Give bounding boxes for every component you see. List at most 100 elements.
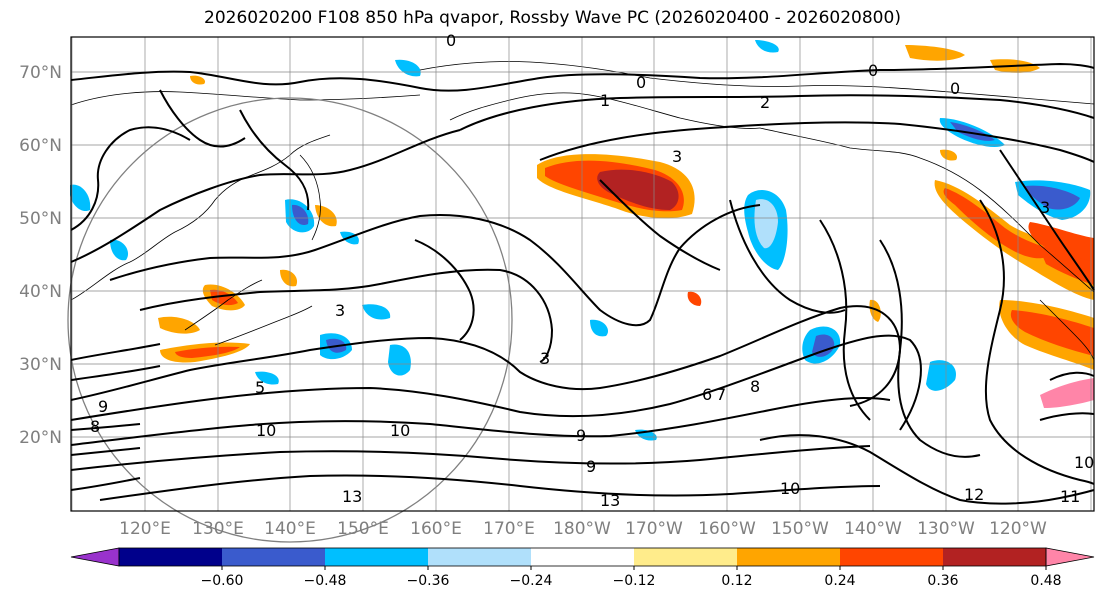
colorbar-swatch <box>840 548 944 566</box>
colorbar: −0.60 −0.48 −0.36 −0.24 −0.12 0.12 0.24 0.36 0.4… <box>70 547 1095 589</box>
longitude-label: 150°E <box>337 519 389 539</box>
colorbar-tick-label: 0.12 <box>721 573 752 589</box>
positive-anomaly-patch <box>1040 250 1094 285</box>
contour-label: 11 <box>1060 487 1080 506</box>
positive-anomaly-patch <box>1028 222 1094 268</box>
negative-anomaly-patch <box>362 304 391 320</box>
longitude-label: 130°E <box>192 519 244 539</box>
positive-anomaly-patch <box>1010 310 1094 356</box>
map-panel: 0 0 0 0 1 2 3 3 3 3 5 6 7 8 9 9 10 10 10… <box>67 31 1095 543</box>
negative-anomaly-patch <box>590 319 609 337</box>
contour-label: 2 <box>760 93 770 112</box>
latitude-label: 40°N <box>19 282 62 302</box>
contour-label: 0 <box>868 61 878 80</box>
colorbar-ticks: −0.60 −0.48 −0.36 −0.24 −0.12 0.12 0.24 0.36 0.4… <box>201 566 1062 589</box>
contour-label: 8 <box>90 417 100 436</box>
reference-circle <box>67 97 513 543</box>
positive-anomaly-patch <box>943 188 1055 259</box>
latitude-label: 50°N <box>19 209 62 229</box>
colorbar-tick-label: −0.36 <box>407 573 450 589</box>
colorbar-swatch <box>1045 547 1095 567</box>
negative-anomaly-patch <box>926 360 956 391</box>
contour-label: 7 <box>716 385 726 404</box>
anomaly-shading <box>70 40 1094 441</box>
contour-label: 6 <box>702 385 712 404</box>
contour-label: 0 <box>446 31 456 50</box>
contour-label: 0 <box>636 73 646 92</box>
colorbar-swatch <box>634 548 738 566</box>
contour-label: 13 <box>342 487 362 506</box>
colorbar-swatch <box>428 548 532 566</box>
contour-label: 3 <box>540 349 550 368</box>
colorbar-swatch <box>325 548 429 566</box>
positive-anomaly-patch <box>210 289 238 306</box>
negative-anomaly-patch <box>255 371 279 385</box>
colorbar-tick-label: −0.60 <box>201 573 244 589</box>
colorbar-swatch <box>943 548 1047 566</box>
map-title: 2026020200 F108 850 hPa qvapor, Rossby W… <box>204 8 901 28</box>
positive-anomaly-patch <box>905 45 965 61</box>
contour-label: 3 <box>672 147 682 166</box>
colorbar-tick-label: −0.48 <box>304 573 347 589</box>
contour-label: 10 <box>780 479 800 498</box>
colorbar-tick-label: −0.12 <box>613 573 656 589</box>
contour-label: 3 <box>335 301 345 320</box>
negative-anomaly-patch <box>70 184 91 212</box>
longitude-label: 130°W <box>917 519 975 539</box>
longitude-label: 140°E <box>264 519 316 539</box>
contour-label: 10 <box>256 421 276 440</box>
map-frame <box>70 36 1095 512</box>
colorbar-tick-label: 0.24 <box>824 573 855 589</box>
longitude-label: 170°E <box>483 519 535 539</box>
contour-label: 12 <box>964 485 984 504</box>
colorbar-frame <box>118 547 1047 567</box>
positive-anomaly-patch <box>1040 378 1094 408</box>
negative-anomaly-patch <box>812 334 835 357</box>
negative-anomaly-patch <box>1025 185 1080 210</box>
colorbar-swatches <box>70 547 1095 567</box>
longitude-axis: 120°E 130°E 140°E 150°E 160°E 170°E 180°… <box>119 519 1047 539</box>
longitude-label: 140°W <box>844 519 902 539</box>
longitude-label: 180°W <box>553 519 611 539</box>
negative-anomaly-patch <box>292 204 309 226</box>
contour-labels: 0 0 0 0 1 2 3 3 3 3 5 6 7 8 9 9 10 10 10… <box>90 31 1094 510</box>
latitude-label: 60°N <box>19 136 62 156</box>
longitude-label: 120°W <box>989 519 1047 539</box>
negative-anomaly-patch <box>754 199 778 249</box>
contour-label: 5 <box>255 378 265 397</box>
longitude-label: 150°W <box>771 519 829 539</box>
latitude-label: 20°N <box>19 428 62 448</box>
colorbar-swatch <box>70 547 120 567</box>
positive-anomaly-patch <box>687 291 702 306</box>
colorbar-tick-label: −0.24 <box>510 573 553 589</box>
longitude-label: 160°E <box>410 519 462 539</box>
positive-anomaly-patch <box>597 169 679 210</box>
colorbar-swatch <box>737 548 841 566</box>
qvapor-contours <box>70 62 1095 505</box>
latitude-axis: 70°N 60°N 50°N 40°N 30°N 20°N <box>19 63 62 448</box>
negative-anomaly-patch <box>950 122 995 141</box>
contour-label: 10 <box>1074 453 1094 472</box>
negative-anomaly-patch <box>110 239 129 261</box>
contour-label: 13 <box>600 491 620 510</box>
contour-label: 1 <box>600 91 610 110</box>
contour-label: 0 <box>950 79 960 98</box>
colorbar-swatch <box>119 548 223 566</box>
contour-label: 10 <box>390 421 410 440</box>
colorbar-tick-label: 0.36 <box>927 573 958 589</box>
positive-anomaly-patch <box>175 346 240 358</box>
contour-label: 3 <box>1040 198 1050 217</box>
negative-anomaly-patch <box>755 40 779 53</box>
positive-anomaly-patch <box>869 299 881 322</box>
longitude-label: 120°E <box>119 519 171 539</box>
positive-anomaly-patch <box>940 149 958 161</box>
positive-anomaly-patch <box>190 75 206 85</box>
colorbar-swatch <box>222 548 326 566</box>
positive-anomaly-patch <box>280 269 298 287</box>
contour-label: 8 <box>750 377 760 396</box>
longitude-label: 170°W <box>625 519 683 539</box>
longitude-label: 160°W <box>698 519 756 539</box>
contour-label: 9 <box>586 457 596 476</box>
contour-label: 9 <box>98 397 108 416</box>
